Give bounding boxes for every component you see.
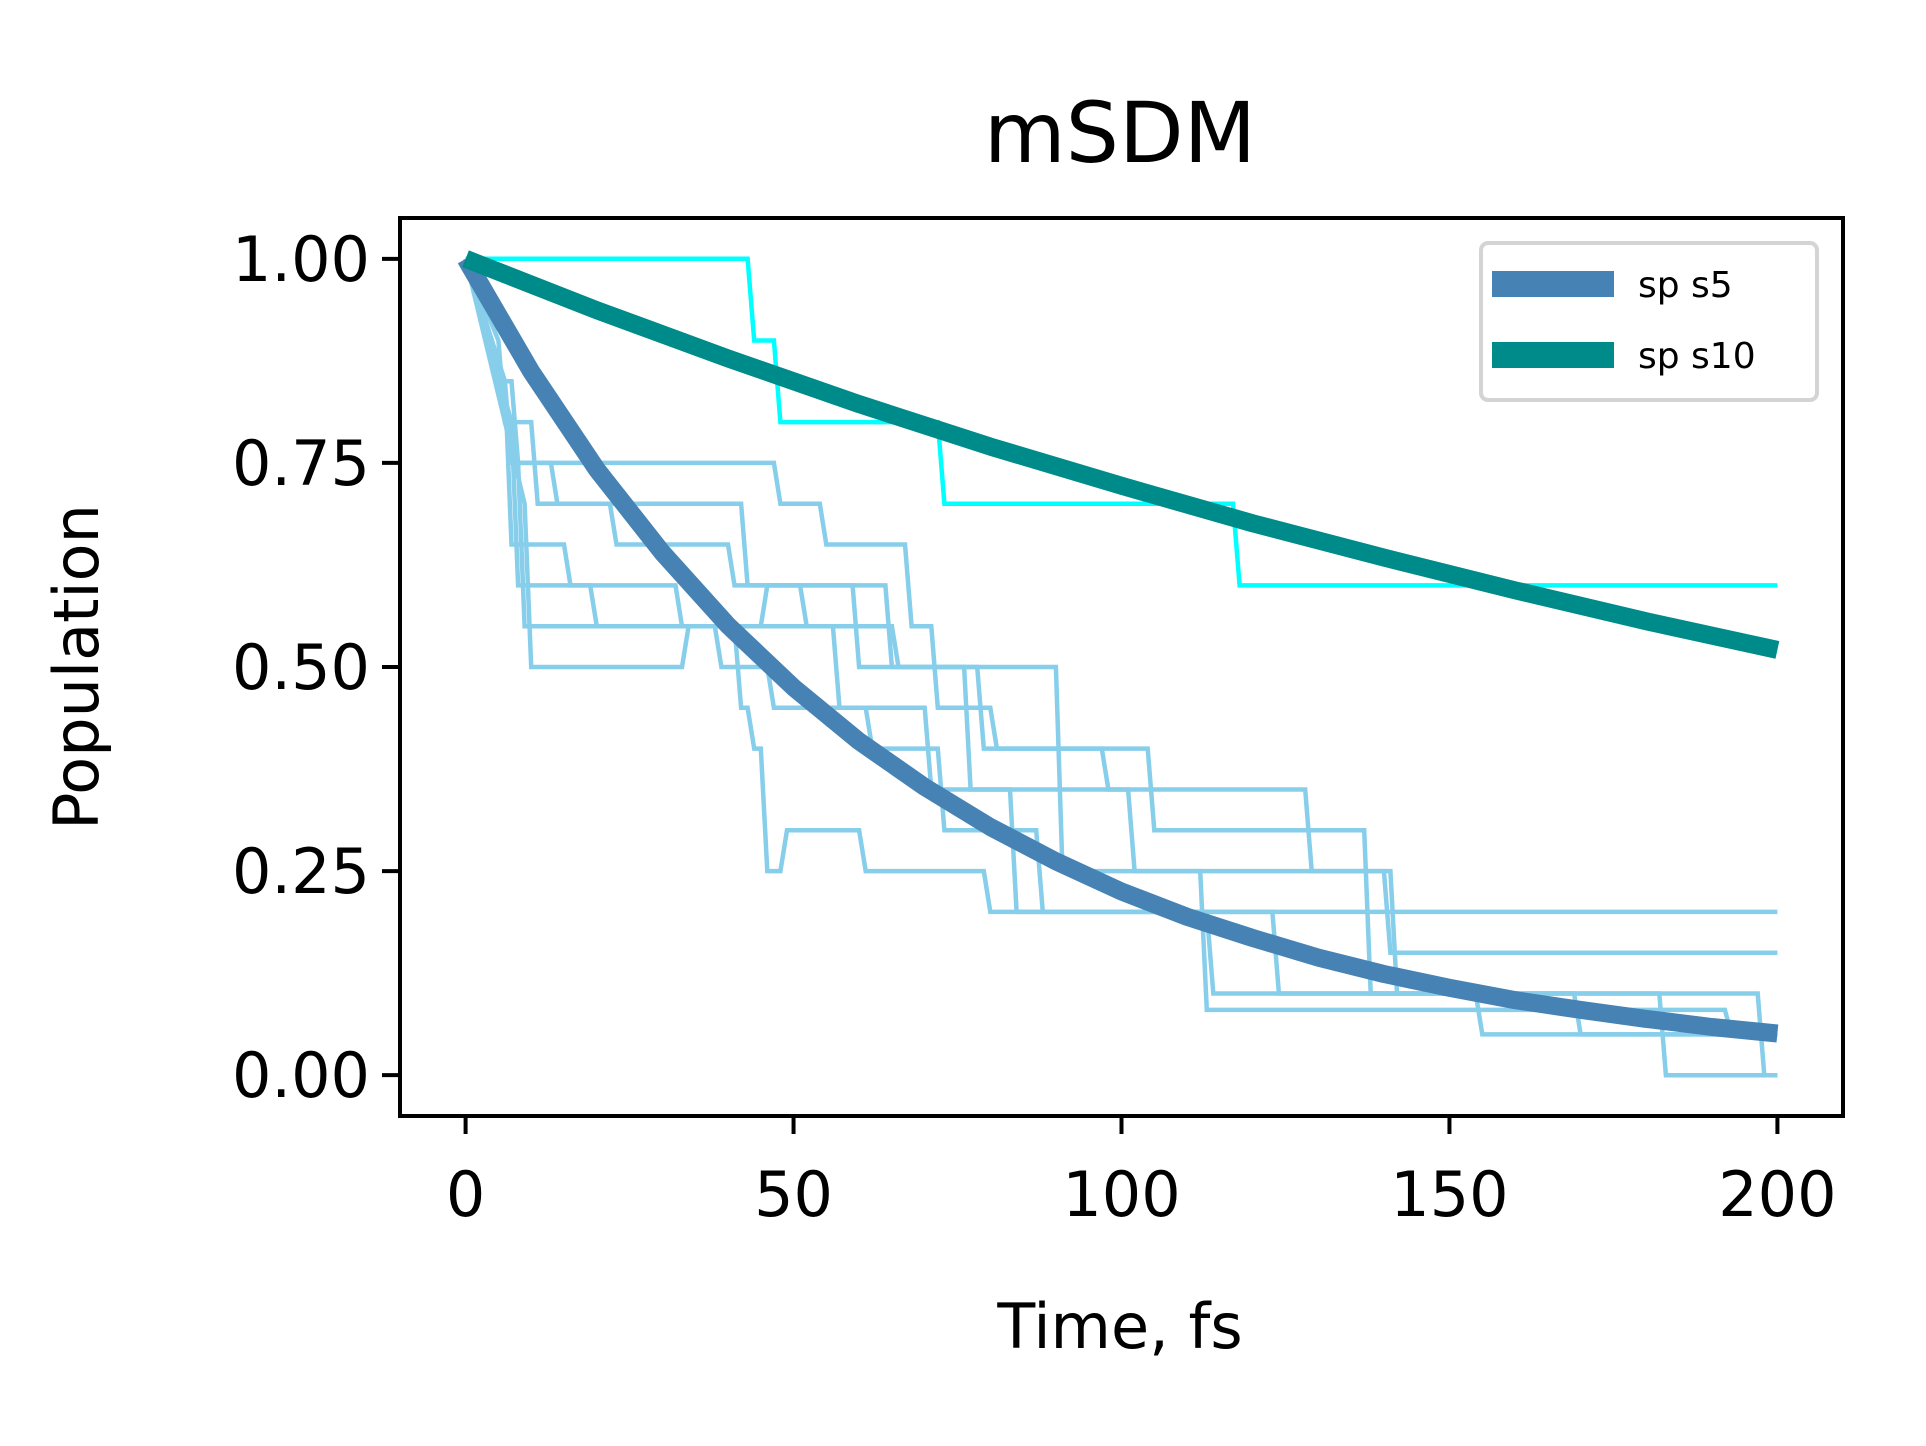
- y-tick-label: 1.00: [232, 223, 370, 296]
- series-layer: [457, 250, 1780, 1078]
- x-tick-label: 0: [446, 1158, 485, 1231]
- y-tick-label: 0.75: [232, 427, 370, 500]
- series-line-trajectory-7: [463, 258, 1778, 1037]
- y-axis-ticks: 0.00 0.25 0.50 0.75 1.00: [232, 223, 400, 1112]
- series-line-trajectory-8: [463, 258, 1778, 915]
- x-axis-ticks: 0 50 100 150 200: [446, 1116, 1837, 1231]
- x-tick-label: 150: [1390, 1158, 1508, 1231]
- legend: sp s5 sp s10: [1479, 241, 1819, 402]
- series-line-sp-s10: [462, 250, 1780, 659]
- series-line-trajectory-2: [465, 256, 1778, 588]
- chart-title: mSDM: [984, 84, 1256, 182]
- legend-label-sp-s5: sp s5: [1638, 265, 1733, 306]
- x-tick-label: 100: [1062, 1158, 1180, 1231]
- x-axis-label: Time, fs: [996, 1290, 1242, 1363]
- y-tick-label: 0.25: [232, 835, 370, 908]
- y-tick-label: 0.00: [232, 1039, 370, 1112]
- x-tick-label: 50: [754, 1158, 833, 1231]
- series-line-trajectory-9: [463, 258, 1778, 1037]
- y-tick-label: 0.50: [232, 631, 370, 704]
- series-line-sp-s5: [457, 254, 1779, 1043]
- legend-label-sp-s10: sp s10: [1638, 336, 1756, 377]
- y-axis-label: Population: [40, 504, 113, 830]
- series-line-trajectory-6: [463, 258, 1778, 1037]
- x-tick-label: 200: [1718, 1158, 1836, 1231]
